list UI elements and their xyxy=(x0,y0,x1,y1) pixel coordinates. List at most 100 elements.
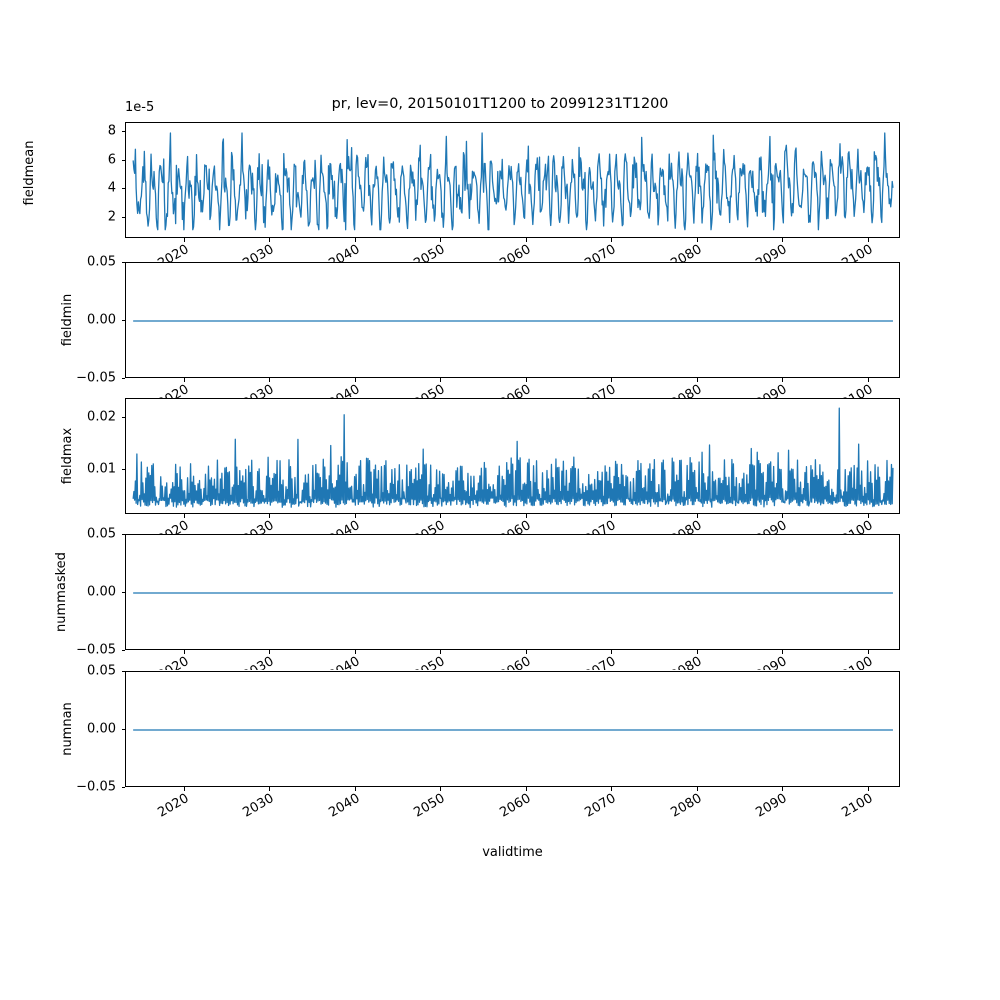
ytick-numnan-neg: −0.05 xyxy=(76,779,116,795)
fieldmax-line xyxy=(132,407,894,509)
ytick-numnan-pos: 0.05 xyxy=(87,663,116,679)
ytick-fieldmean-8: 8 xyxy=(107,123,116,139)
ytick-mark xyxy=(121,650,125,652)
ytick-fieldmax-002: 0.02 xyxy=(87,409,116,425)
xtick-mark xyxy=(184,514,186,518)
ytick-mark xyxy=(121,787,125,789)
xtick-mark xyxy=(697,238,699,242)
xtick-label: 2020 xyxy=(155,654,192,670)
xtick-mark xyxy=(184,238,186,242)
xtick-label: 2080 xyxy=(668,791,705,821)
xtick-mark xyxy=(355,378,357,382)
ytick-fieldmin-pos: 0.05 xyxy=(87,254,116,270)
xtick-label: 2060 xyxy=(497,518,534,534)
xtick-mark xyxy=(782,514,784,518)
xtick-mark xyxy=(440,378,442,382)
xtick-label: 2090 xyxy=(753,382,790,398)
xtick-mark xyxy=(697,378,699,382)
xtick-mark xyxy=(355,238,357,242)
xtick-mark xyxy=(782,650,784,654)
xtick-mark xyxy=(440,514,442,518)
xtick-label: 2090 xyxy=(753,242,790,262)
ytick-numnan-zero: 0.00 xyxy=(87,721,116,737)
ytick-nummasked-zero: 0.00 xyxy=(87,584,116,600)
xtick-mark xyxy=(697,787,699,791)
xtick-label: 2080 xyxy=(668,654,705,670)
ytick-mark xyxy=(121,469,125,471)
xtick-mark xyxy=(184,650,186,654)
xtick-mark xyxy=(526,650,528,654)
xtick-label: 2070 xyxy=(582,242,619,262)
xtick-mark xyxy=(269,650,271,654)
y-offset-text-fieldmean: 1e-5 xyxy=(125,100,155,115)
ytick-mark xyxy=(121,729,125,731)
ytick-mark xyxy=(121,262,125,264)
xtick-label: 2050 xyxy=(411,654,448,670)
ytick-mark xyxy=(121,131,125,133)
xtick-mark xyxy=(782,787,784,791)
ytick-fieldmean-6: 6 xyxy=(107,152,116,168)
xtick-mark xyxy=(526,514,528,518)
xtick-mark xyxy=(269,514,271,518)
xtick-mark xyxy=(184,378,186,382)
xtick-label: 2060 xyxy=(497,791,534,821)
xtick-labels-nummasked: 2020 2030 2040 2050 2060 2070 2080 2090 … xyxy=(0,654,1000,670)
xtick-label: 2050 xyxy=(411,791,448,821)
subplot-nummasked xyxy=(125,534,900,650)
xtick-labels-numnan: 2020 2030 2040 2050 2060 2070 2080 2090 … xyxy=(0,791,1000,831)
ytick-nummasked-pos: 0.05 xyxy=(87,526,116,542)
xtick-label: 2100 xyxy=(839,382,876,398)
ytick-fieldmean-2: 2 xyxy=(107,209,116,225)
subplot-fieldmean xyxy=(125,122,900,238)
xtick-label: 2080 xyxy=(668,242,705,262)
ytick-mark xyxy=(121,378,125,380)
xtick-label: 2040 xyxy=(326,791,363,821)
xtick-label: 2030 xyxy=(240,791,277,821)
xtick-mark xyxy=(355,650,357,654)
xtick-label: 2090 xyxy=(753,791,790,821)
numnan-line xyxy=(133,729,893,731)
y-axis-label-fieldmean: fieldmean xyxy=(22,140,37,206)
subplot-numnan xyxy=(125,671,900,787)
xtick-mark xyxy=(355,787,357,791)
xtick-mark xyxy=(269,378,271,382)
x-axis-label: validtime xyxy=(482,845,543,860)
figure-title: pr, lev=0, 20150101T1200 to 20991231T120… xyxy=(331,96,669,112)
xtick-mark xyxy=(526,238,528,242)
subplot-fieldmax xyxy=(125,398,900,514)
xtick-label: 2070 xyxy=(582,382,619,398)
ytick-fieldmean-4: 4 xyxy=(107,180,116,196)
xtick-mark xyxy=(355,514,357,518)
ytick-mark xyxy=(121,534,125,536)
xtick-label: 2060 xyxy=(497,382,534,398)
xtick-label: 2040 xyxy=(326,518,363,534)
xtick-mark xyxy=(269,238,271,242)
xtick-label: 2030 xyxy=(240,654,277,670)
xtick-label: 2030 xyxy=(240,518,277,534)
xtick-mark xyxy=(782,378,784,382)
xtick-label: 2040 xyxy=(326,382,363,398)
ytick-mark xyxy=(121,188,125,190)
xtick-label: 2090 xyxy=(753,518,790,534)
ytick-fieldmax-001: 0.01 xyxy=(87,461,116,477)
xtick-mark xyxy=(440,787,442,791)
xtick-mark xyxy=(697,650,699,654)
xtick-label: 2030 xyxy=(240,382,277,398)
xtick-mark xyxy=(526,378,528,382)
xtick-label: 2080 xyxy=(668,382,705,398)
fieldmean-line xyxy=(132,132,894,231)
xtick-label: 2060 xyxy=(497,242,534,262)
xtick-mark xyxy=(611,514,613,518)
ytick-fieldmin-zero: 0.00 xyxy=(87,312,116,328)
xtick-mark xyxy=(526,787,528,791)
xtick-mark xyxy=(440,238,442,242)
xtick-label: 2090 xyxy=(753,654,790,670)
xtick-mark xyxy=(868,514,870,518)
xtick-mark xyxy=(611,238,613,242)
ytick-mark xyxy=(121,671,125,673)
xtick-mark xyxy=(868,238,870,242)
ytick-mark xyxy=(121,217,125,219)
xtick-label: 2040 xyxy=(326,242,363,262)
ytick-mark xyxy=(121,320,125,322)
